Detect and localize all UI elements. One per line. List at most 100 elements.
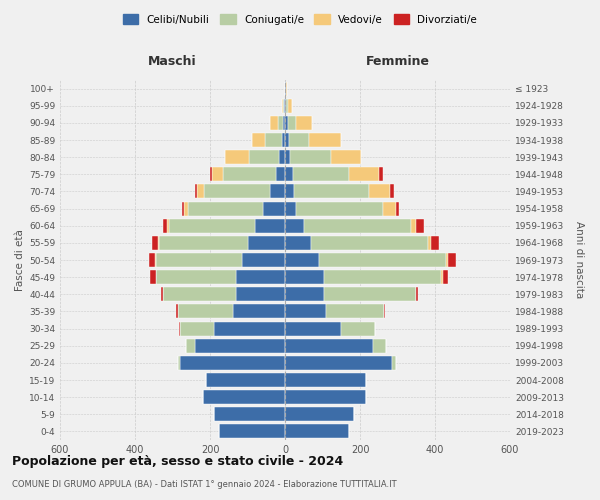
Text: Femmine: Femmine — [365, 55, 430, 68]
Bar — [152, 236, 157, 250]
Bar — [295, 184, 370, 198]
Bar — [210, 168, 212, 181]
Bar — [283, 98, 284, 112]
Bar — [390, 184, 394, 198]
Bar — [282, 133, 285, 147]
Bar — [319, 253, 446, 267]
Bar — [265, 133, 282, 147]
Bar — [285, 236, 311, 250]
Bar — [248, 236, 285, 250]
Bar — [448, 253, 455, 267]
Bar — [392, 356, 395, 370]
Bar — [310, 133, 341, 147]
Bar — [150, 270, 155, 284]
Bar — [161, 288, 163, 302]
Bar — [214, 408, 285, 422]
Bar — [285, 168, 293, 181]
Bar — [250, 150, 280, 164]
Bar — [326, 304, 385, 318]
Bar — [446, 253, 448, 267]
Bar — [311, 236, 427, 250]
Bar — [443, 270, 448, 284]
Bar — [203, 390, 285, 404]
Bar — [284, 98, 285, 112]
Y-axis label: Fasce di età: Fasce di età — [15, 229, 25, 291]
Bar — [373, 338, 386, 352]
Bar — [195, 184, 197, 198]
Bar — [395, 202, 400, 215]
Bar — [285, 322, 341, 336]
Bar — [285, 133, 289, 147]
Bar — [285, 424, 349, 438]
Bar — [296, 116, 313, 130]
Bar — [149, 253, 155, 267]
Bar — [285, 356, 392, 370]
Bar — [180, 356, 285, 370]
Bar — [263, 202, 285, 215]
Bar — [296, 202, 383, 215]
Bar — [341, 322, 375, 336]
Bar — [155, 253, 242, 267]
Bar — [220, 424, 285, 438]
Bar — [325, 270, 440, 284]
Bar — [169, 218, 255, 232]
Bar — [410, 218, 416, 232]
Bar — [285, 116, 288, 130]
Bar — [285, 150, 290, 164]
Bar — [178, 356, 180, 370]
Bar — [275, 168, 285, 181]
Bar — [285, 304, 326, 318]
Bar — [285, 270, 325, 284]
Bar — [178, 304, 233, 318]
Bar — [155, 270, 236, 284]
Bar — [283, 116, 285, 130]
Bar — [197, 184, 205, 198]
Bar — [349, 168, 379, 181]
Bar — [214, 322, 285, 336]
Bar — [285, 390, 365, 404]
Bar — [180, 322, 214, 336]
Bar — [285, 218, 304, 232]
Bar — [379, 168, 383, 181]
Bar — [288, 98, 292, 112]
Bar — [286, 82, 287, 96]
Bar — [370, 184, 390, 198]
Text: Popolazione per età, sesso e stato civile - 2024: Popolazione per età, sesso e stato civil… — [12, 455, 343, 468]
Bar — [160, 236, 248, 250]
Text: COMUNE DI GRUMO APPULA (BA) - Dati ISTAT 1° gennaio 2024 - Elaborazione TUTTITAL: COMUNE DI GRUMO APPULA (BA) - Dati ISTAT… — [12, 480, 397, 489]
Bar — [289, 133, 310, 147]
Bar — [163, 218, 167, 232]
Bar — [242, 253, 285, 267]
Bar — [205, 184, 270, 198]
Bar — [290, 150, 331, 164]
Bar — [285, 202, 296, 215]
Bar — [212, 168, 223, 181]
Bar — [285, 253, 319, 267]
Bar — [427, 236, 431, 250]
Bar — [157, 236, 160, 250]
Bar — [304, 218, 410, 232]
Bar — [416, 288, 418, 302]
Text: Maschi: Maschi — [148, 55, 197, 68]
Bar — [270, 184, 285, 198]
Bar — [431, 236, 439, 250]
Bar — [285, 373, 365, 387]
Bar — [285, 338, 373, 352]
Bar — [236, 288, 285, 302]
Bar — [182, 202, 184, 215]
Bar — [233, 304, 285, 318]
Bar — [255, 218, 285, 232]
Bar — [184, 202, 187, 215]
Bar — [286, 98, 288, 112]
Bar — [236, 270, 285, 284]
Bar — [252, 133, 265, 147]
Y-axis label: Anni di nascita: Anni di nascita — [574, 222, 584, 298]
Bar — [163, 288, 236, 302]
Bar — [331, 150, 361, 164]
Bar — [285, 82, 286, 96]
Bar — [285, 98, 286, 112]
Bar — [383, 202, 395, 215]
Bar — [285, 184, 295, 198]
Legend: Celibi/Nubili, Coniugati/e, Vedovi/e, Divorziati/e: Celibi/Nubili, Coniugati/e, Vedovi/e, Di… — [119, 10, 481, 29]
Bar — [277, 116, 283, 130]
